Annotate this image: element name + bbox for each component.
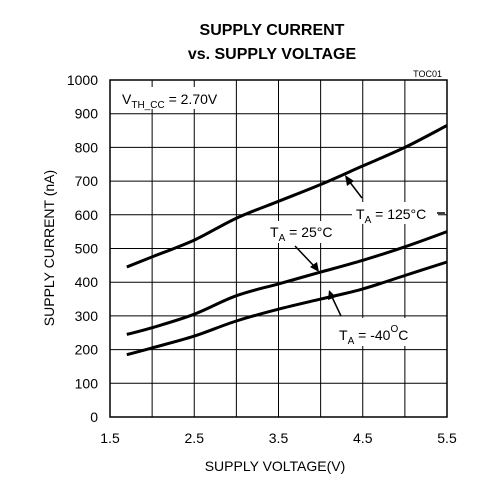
plot-frame [109, 79, 448, 418]
y-tick-label: 200 [75, 342, 99, 358]
anno-m40-main: T [339, 327, 348, 343]
y-tick-label: 500 [75, 241, 99, 257]
annotation-125c-bg [352, 202, 438, 224]
condition-label: VTH_CC = 2.70V [122, 91, 218, 111]
y-tick-label: 400 [75, 274, 99, 290]
anno-25-rest: = 25°C [285, 224, 332, 240]
annotation-minus40c-leader [331, 296, 342, 317]
x-tick-label: 2.5 [185, 430, 205, 446]
anno-25-main: T [270, 224, 279, 240]
annotation-25c: TA = 25°C [266, 221, 336, 272]
annotation-25c-bg [266, 221, 336, 243]
x-tick-label: 4.5 [353, 430, 373, 446]
y-tick-label: 600 [75, 207, 99, 223]
figure-code: TOC01 [413, 69, 442, 79]
x-axis-label: SUPPLY VOLTAGE(V) [205, 458, 346, 474]
annotation-minus40c-text: TA = -40OC [339, 324, 408, 347]
y-tick-label: 900 [75, 106, 99, 122]
series-lines [126, 124, 448, 357]
annotation-125c-leader [348, 180, 363, 199]
condition-box-bg [117, 87, 217, 109]
anno-m40-rest: = -40 [354, 327, 390, 343]
anno-125-sub: A [365, 215, 372, 226]
anno-m40-sup: O [390, 324, 398, 335]
condition-main: V [122, 91, 132, 107]
series-line-0 [126, 124, 448, 269]
series-line-1 [126, 230, 448, 336]
anno-m40-end: C [398, 327, 408, 343]
x-tick-label: 3.5 [269, 430, 289, 446]
grid [110, 80, 447, 417]
annotation-minus40c: TA = -40OC [328, 290, 422, 347]
annotation-125c-text: TA = 125°C [356, 206, 426, 226]
y-tick-label: 100 [75, 375, 99, 391]
annotation-125c-arrowhead [345, 175, 354, 186]
x-tick-label: 5.5 [437, 430, 457, 446]
y-axis-label: SUPPLY CURRENT (nA) [41, 170, 57, 326]
annotation-125c: TA = 125°C [345, 175, 445, 226]
y-tick-label: 700 [75, 173, 99, 189]
annotation-25c-text: TA = 25°C [270, 224, 332, 244]
chart-title: SUPPLY CURRENT [200, 22, 345, 39]
annotation-minus40c-arrowhead [328, 290, 336, 300]
chart-subtitle: vs. SUPPLY VOLTAGE [188, 46, 357, 63]
anno-125-rest: = 125°C [371, 206, 426, 222]
condition-sub: TH_CC [131, 100, 164, 111]
annotation-minus40c-bg [336, 318, 422, 346]
condition-rest: = 2.70V [165, 91, 218, 107]
y-tick-label: 1000 [67, 72, 98, 88]
y-tick-label: 800 [75, 139, 99, 155]
anno-m40-sub: A [348, 336, 355, 347]
y-tick-label: 300 [75, 308, 99, 324]
y-tick-label: 0 [90, 409, 98, 425]
series-line-2 [126, 260, 448, 357]
x-tick-labels: 1.5 2.5 3.5 4.5 5.5 [100, 430, 457, 446]
anno-125-main: T [356, 206, 365, 222]
x-tick-label: 1.5 [100, 430, 120, 446]
annotation-25c-leader [294, 245, 315, 267]
y-tick-labels: 0 100 200 300 400 500 600 700 800 900 1000 [67, 72, 98, 425]
annotation-25c-arrowhead [310, 262, 319, 272]
anno-25-sub: A [279, 233, 286, 244]
